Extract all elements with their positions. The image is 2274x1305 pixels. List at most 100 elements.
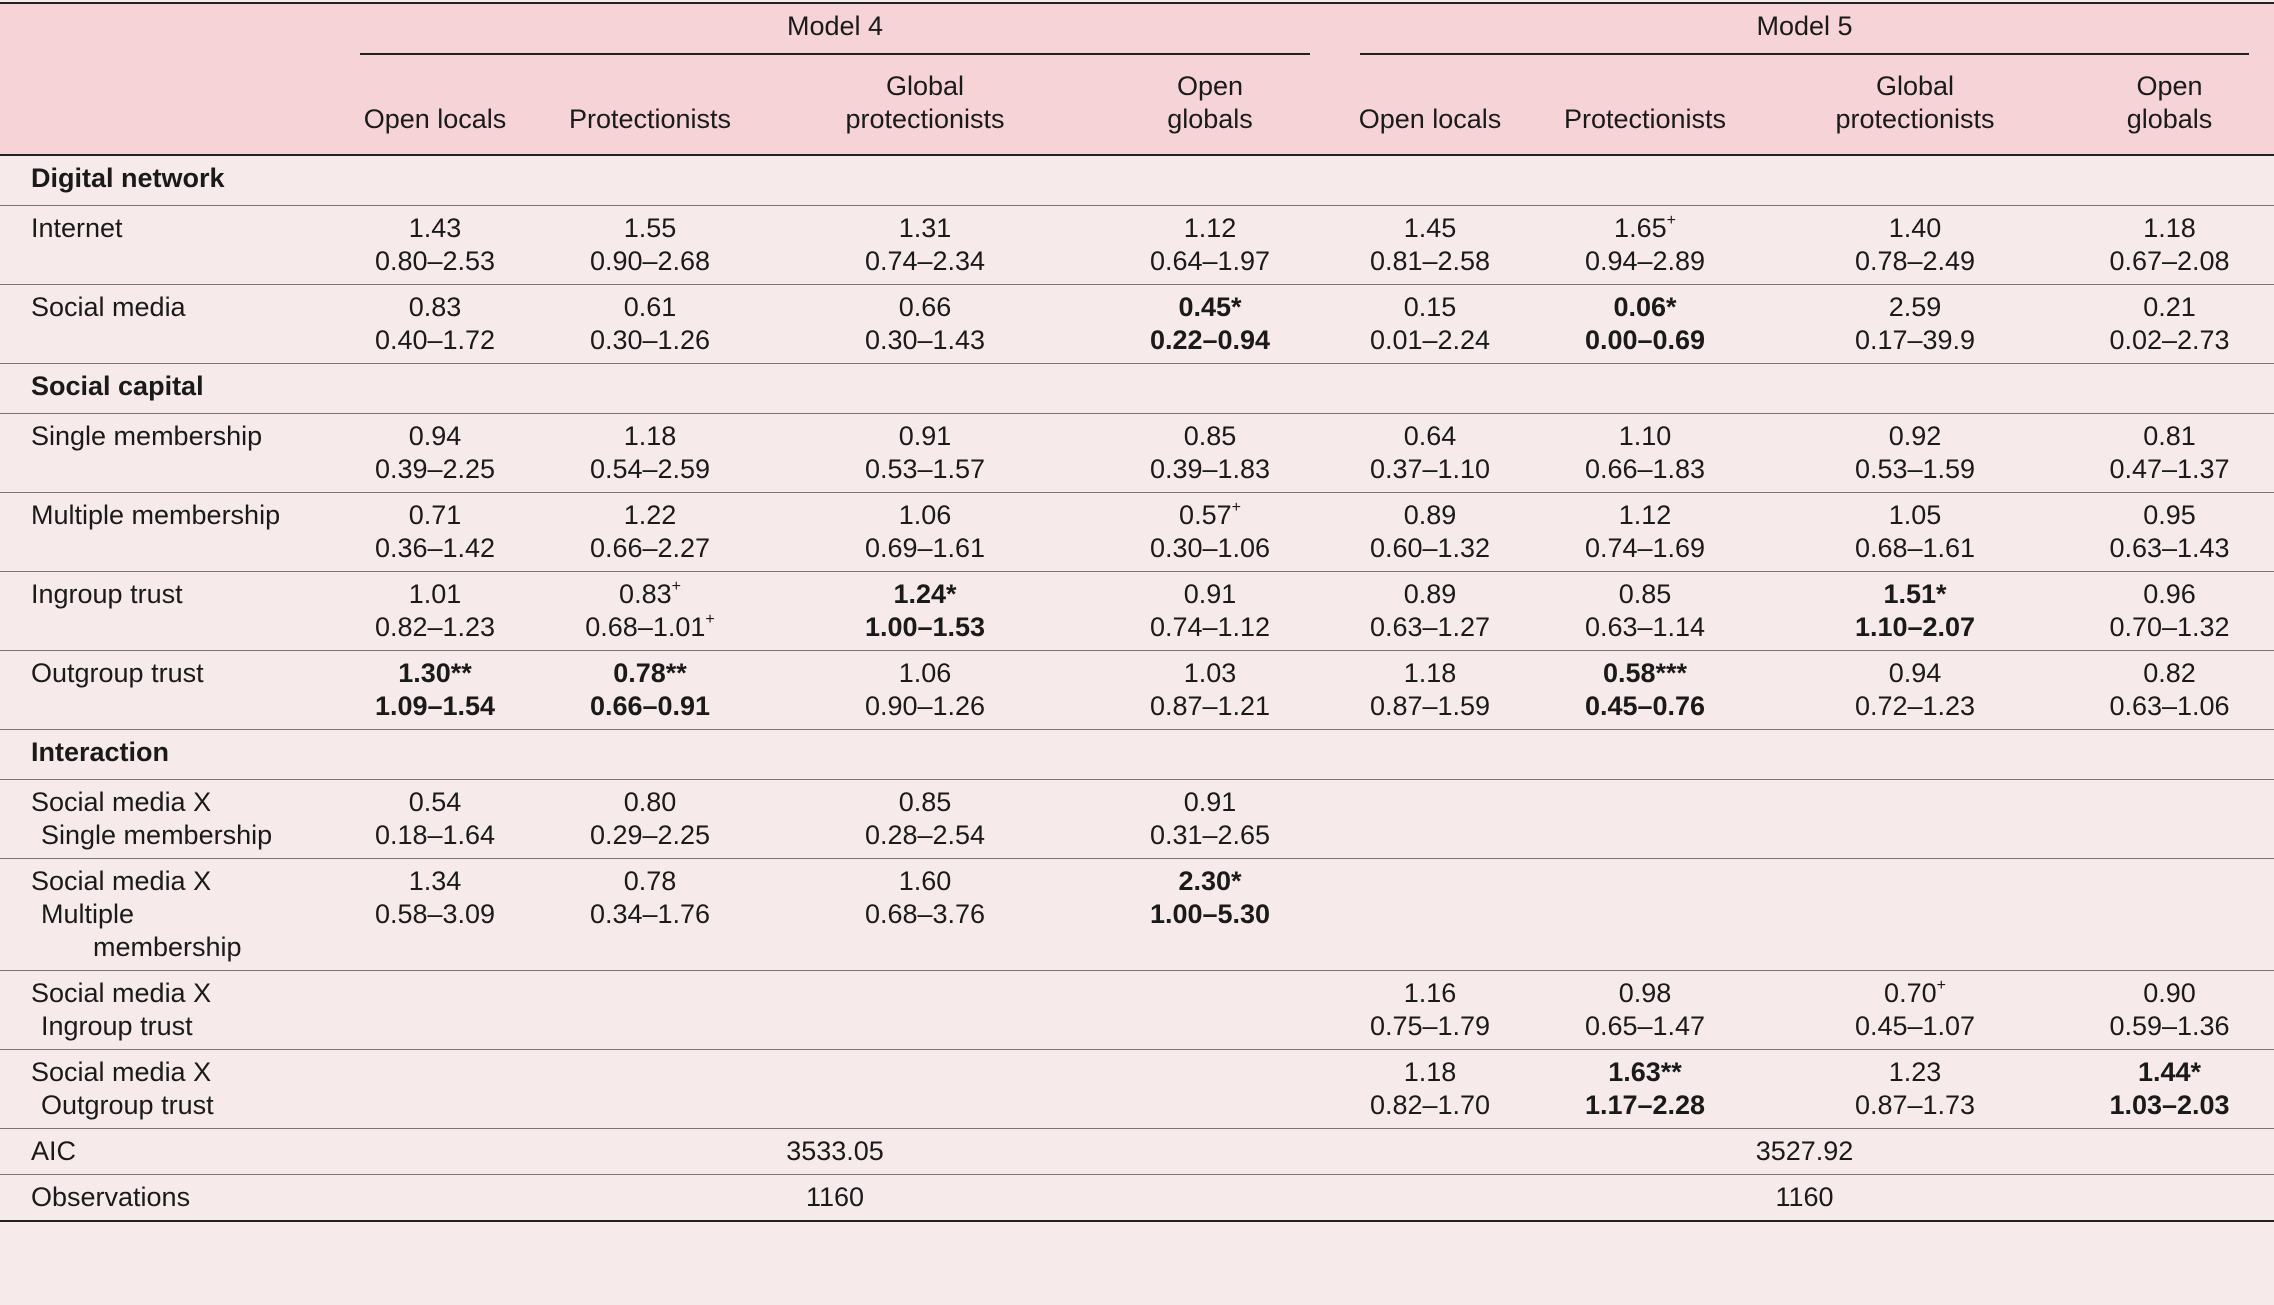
column-header-line: protectionists <box>845 104 1005 134</box>
odds-ratio: 0.71 <box>408 499 462 530</box>
confidence-interval: 0.63–1.43 <box>2109 532 2230 563</box>
section-label: Digital network <box>31 163 225 193</box>
confidence-interval: 0.28–2.54 <box>864 819 986 850</box>
table-cell <box>1765 858 2065 970</box>
table-cell: 0.21 0.02–2.73 <box>2065 284 2274 363</box>
confidence-interval: 0.40–1.72 <box>374 324 496 355</box>
section-row: Digital network <box>0 155 2274 205</box>
table-cell: 1.23 0.87–1.73 <box>1765 1049 2065 1128</box>
row-label-line: Ingroup trust <box>41 1010 193 1041</box>
table-cell: 0.57+ 0.30–1.06 <box>1085 492 1335 571</box>
table-cell: 1.24* 1.00–1.53 <box>765 571 1085 650</box>
table-cell: 0.70+ 0.45–1.07 <box>1765 970 2065 1049</box>
odds-ratio: 2.30* <box>1178 865 1242 896</box>
confidence-interval: 0.39–1.83 <box>1149 453 1271 484</box>
confidence-interval: 1.03–2.03 <box>2109 1089 2230 1120</box>
row-label-line: Social media X <box>31 865 212 896</box>
confidence-interval: 0.29–2.25 <box>589 819 711 850</box>
table-cell: 0.94 0.39–2.25 <box>335 413 535 492</box>
row-label: Social media X Single membership <box>0 779 335 858</box>
confidence-interval: 0.63–1.14 <box>1584 611 1706 642</box>
column-header-line: Global <box>1875 71 1955 101</box>
table-cell: 0.85 0.63–1.14 <box>1525 571 1765 650</box>
odds-ratio: 1.60 <box>898 865 952 896</box>
table-cell: 1.01 0.82–1.23 <box>335 571 535 650</box>
odds-ratio: 0.94 <box>1888 657 1942 688</box>
column-header-line: globals <box>1167 104 1253 134</box>
table-cell: 0.83+ 0.68–1.01+ <box>535 571 765 650</box>
odds-ratio: 0.81 <box>2143 420 2196 451</box>
table-cell: 1.16 0.75–1.79 <box>1335 970 1525 1049</box>
table-cell: 0.06* 0.00–0.69 <box>1525 284 1765 363</box>
section-row: Social capital <box>0 363 2274 413</box>
odds-ratio: 1.18 <box>2143 212 2196 243</box>
row-label-line: membership <box>93 931 242 962</box>
odds-ratio: 0.95 <box>2143 499 2196 530</box>
confidence-interval: 1.00–1.53 <box>864 611 986 642</box>
odds-ratio: 0.21 <box>2143 291 2196 322</box>
table-cell: 0.89 0.60–1.32 <box>1335 492 1525 571</box>
odds-ratio: 0.83 <box>619 578 672 609</box>
column-header-line: Global <box>885 71 965 101</box>
table-cell <box>1525 779 1765 858</box>
confidence-interval: 0.78–2.49 <box>1854 245 1976 276</box>
column-header-line: Open <box>1176 71 1244 101</box>
table-cell: 1.40 0.78–2.49 <box>1765 205 2065 284</box>
row-label: Ingroup trust <box>0 571 335 650</box>
odds-ratio: 1.44* <box>2137 1056 2202 1087</box>
table-cell: 0.83 0.40–1.72 <box>335 284 535 363</box>
table-cell: 0.91 0.53–1.57 <box>765 413 1085 492</box>
confidence-interval: 0.30–1.26 <box>589 324 711 355</box>
odds-ratio: 0.06* <box>1613 291 1677 322</box>
table-cell: 1.51* 1.10–2.07 <box>1765 571 2065 650</box>
table-cell <box>1765 779 2065 858</box>
confidence-interval: 0.68–1.61 <box>1854 532 1976 563</box>
odds-ratio: 0.82 <box>2143 657 2196 688</box>
confidence-interval: 0.70–1.32 <box>2109 611 2230 642</box>
summary-row: AIC 3533.05 3527.92 <box>0 1128 2274 1174</box>
confidence-interval: 0.00–0.69 <box>1584 324 1706 355</box>
row-label: Single membership <box>0 413 335 492</box>
odds-ratio: 1.34 <box>408 865 462 896</box>
confidence-interval: 0.68–1.01 <box>585 611 706 642</box>
table-row: Social media 0.83 0.40–1.72 0.61 0.30–1.26 0.… <box>0 284 2274 363</box>
table-cell: 1.45 0.81–2.58 <box>1335 205 1525 284</box>
confidence-interval: 0.67–2.08 <box>2109 245 2230 276</box>
row-label-line: Internet <box>31 212 123 243</box>
odds-ratio: 0.58*** <box>1602 657 1688 688</box>
confidence-interval: 0.02–2.73 <box>2109 324 2230 355</box>
table-cell <box>765 970 1085 1049</box>
confidence-interval: 0.74–1.12 <box>1149 611 1271 642</box>
table-header: Model 4 Model 5 Open locals Protectionist… <box>0 3 2274 156</box>
column-header-m5-2: Global protectionists <box>1765 55 2065 156</box>
table-cell: 0.71 0.36–1.42 <box>335 492 535 571</box>
odds-ratio: 0.61 <box>623 291 677 322</box>
odds-ratio: 0.90 <box>2143 977 2196 1008</box>
table-cell: 0.89 0.63–1.27 <box>1335 571 1525 650</box>
row-label: Internet <box>0 205 335 284</box>
model4-label: Model 4 <box>360 10 1310 55</box>
confidence-interval: 0.66–2.27 <box>589 532 711 563</box>
table-cell <box>1335 779 1525 858</box>
row-label-line: Outgroup trust <box>31 657 204 688</box>
odds-ratio: 0.98 <box>1618 977 1672 1008</box>
confidence-interval: 0.74–1.69 <box>1584 532 1706 563</box>
confidence-interval: 0.72–1.23 <box>1854 690 1976 721</box>
table-row: Outgroup trust 1.30** 1.09–1.54 0.78** 0.66–… <box>0 650 2274 729</box>
odds-ratio: 1.01 <box>408 578 462 609</box>
table-cell: 1.30** 1.09–1.54 <box>335 650 535 729</box>
table-cell: 0.96 0.70–1.32 <box>2065 571 2274 650</box>
confidence-interval: 0.90–1.26 <box>864 690 986 721</box>
model5-label: Model 5 <box>1360 10 2249 55</box>
section-row: Interaction <box>0 729 2274 779</box>
header-corner-bottom <box>0 55 335 156</box>
table-cell <box>535 970 765 1049</box>
odds-ratio: 0.70 <box>1884 977 1937 1008</box>
odds-ratio: 1.18 <box>623 420 677 451</box>
summary-value-m4: 3533.05 <box>786 1135 884 1166</box>
column-header-m4-3: Open globals <box>1085 55 1335 156</box>
table-cell: 1.34 0.58–3.09 <box>335 858 535 970</box>
confidence-interval: 0.87–1.59 <box>1369 690 1491 721</box>
row-label-line: Single membership <box>41 819 273 850</box>
confidence-interval: 0.60–1.32 <box>1369 532 1491 563</box>
